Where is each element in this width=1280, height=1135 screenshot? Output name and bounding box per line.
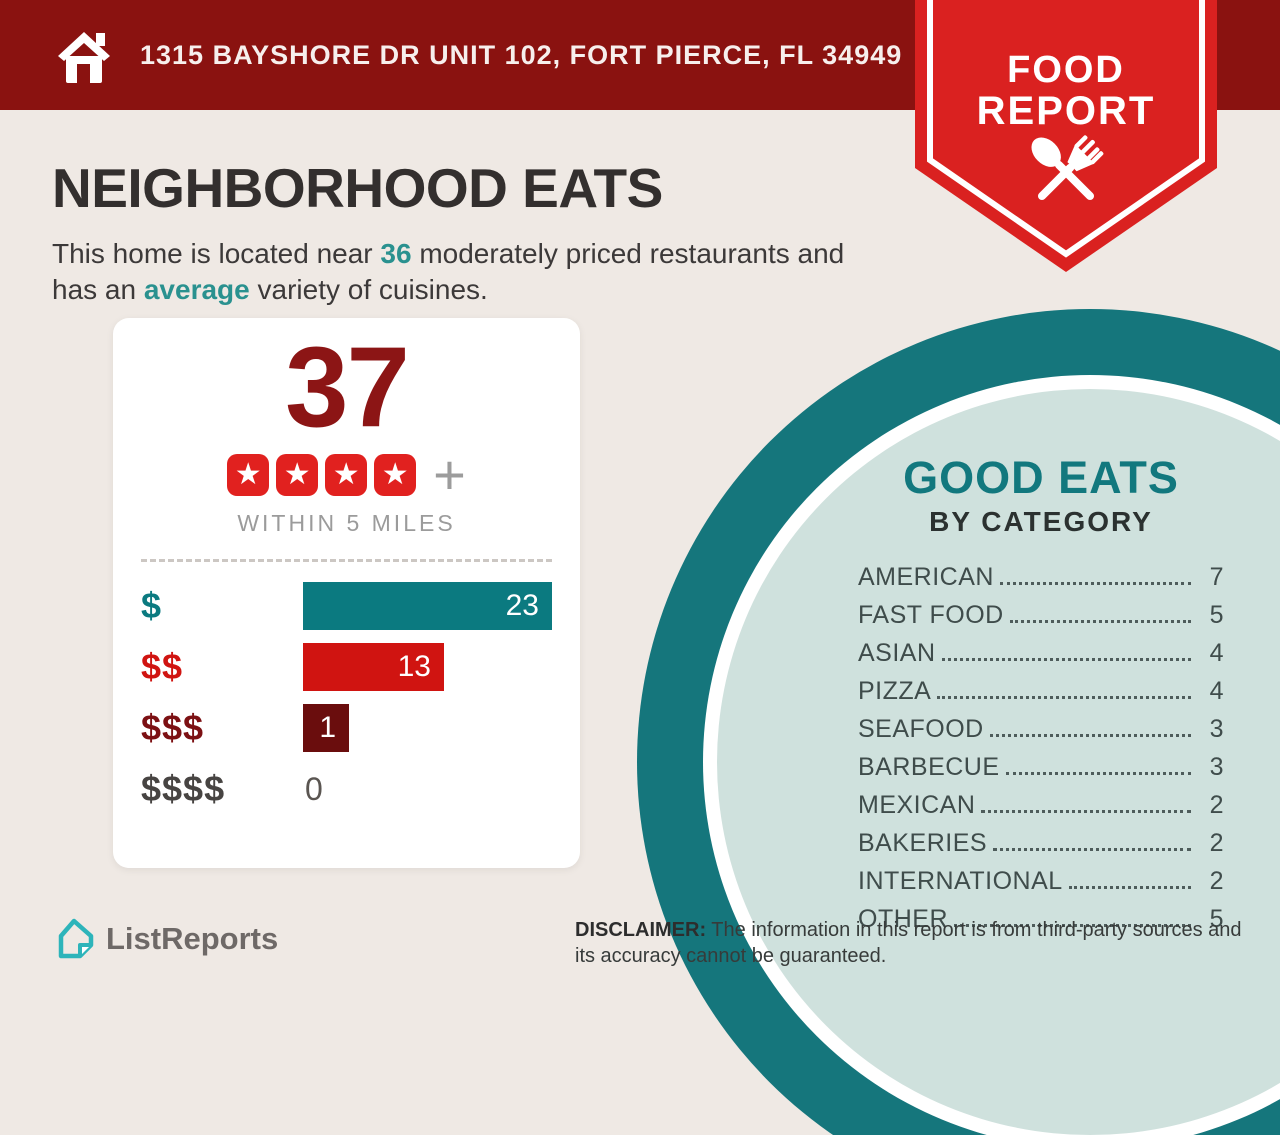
radius-label: WITHIN 5 MILES xyxy=(237,509,456,536)
star-icon: ★ xyxy=(276,453,319,496)
category-value: 4 xyxy=(1209,639,1224,667)
category-label: INTERNATIONAL xyxy=(858,867,1063,895)
price-level-label: $$$ xyxy=(141,706,205,748)
dotted-leader xyxy=(993,848,1191,851)
star-icon: ★ xyxy=(227,453,270,496)
category-value: 5 xyxy=(1209,905,1224,933)
price-level-label: $$$$ xyxy=(141,767,226,809)
dotted-leader xyxy=(1009,620,1191,623)
category-value: 2 xyxy=(1209,829,1224,857)
highlight-value: 36 xyxy=(380,238,412,269)
category-list: AMERICAN 7 FAST FOOD 5 ASIAN 4 PIZZA 4 SEAFOOD 3 B… xyxy=(858,563,1224,934)
dotted-leader xyxy=(954,924,1191,927)
dotted-leader xyxy=(989,734,1191,737)
brand-logo: ListReports xyxy=(52,916,278,962)
disclaimer-text: The information in this report is from t… xyxy=(575,919,1242,968)
category-row: BAKERIES 2 xyxy=(858,829,1224,858)
intro-text-segment: variety of cuisines. xyxy=(249,274,488,306)
category-row: AMERICAN 7 xyxy=(858,563,1224,592)
category-row: MEXICAN 2 xyxy=(858,791,1224,820)
plus-sign: + xyxy=(433,442,466,506)
intro-line1: This home is located near 36 moderately … xyxy=(52,238,844,269)
category-value: 4 xyxy=(1209,677,1224,705)
good-eats-title: GOOD EATS xyxy=(903,452,1179,503)
price-row: $$ 13 xyxy=(141,642,552,691)
category-row: ASIAN 4 xyxy=(858,639,1224,668)
star-icon: ★ xyxy=(325,453,368,496)
food-report-ribbon: FOOD REPORT xyxy=(915,0,1217,272)
category-value: 2 xyxy=(1209,867,1224,895)
category-value: 3 xyxy=(1209,715,1224,743)
price-bar-chart: $23 $$ 13 $$$ 1 $$$$ 0 xyxy=(113,581,580,813)
total-restaurants-count: 37 xyxy=(285,324,410,451)
price-zero-value: 0 xyxy=(305,770,323,807)
brand-name: ListReports xyxy=(106,921,279,956)
category-label: ASIAN xyxy=(858,639,936,667)
page-title: NEIGHBORHOOD EATS xyxy=(52,157,663,219)
price-row: $$$ 1 xyxy=(141,703,552,752)
crossed-spoon-fork-icon xyxy=(1031,135,1104,201)
highlight-value: average xyxy=(143,274,250,306)
category-row: BARBECUE 3 xyxy=(858,753,1224,782)
category-value: 5 xyxy=(1209,601,1224,629)
intro-text-segment: moderately priced restaurants and xyxy=(411,238,845,269)
star-icon: ★ xyxy=(374,453,417,496)
home-icon xyxy=(58,32,110,83)
disclaimer-label: DISCLAIMER: xyxy=(575,919,707,941)
dotted-leader xyxy=(999,582,1191,585)
price-level-label: $ xyxy=(141,584,163,626)
good-eats-section: GOOD EATS BY CATEGORY AMERICAN 7 FAST FOOD… xyxy=(858,452,1224,943)
category-label: MEXICAN xyxy=(858,791,976,819)
listreports-icon xyxy=(58,918,94,959)
category-label: OTHER xyxy=(858,905,948,933)
price-level-label: $$ xyxy=(141,645,184,687)
dotted-leader xyxy=(941,658,1191,661)
ribbon-line2: REPORT xyxy=(977,89,1156,133)
price-bar-track: 0 xyxy=(303,765,552,813)
ribbon-line1: FOOD xyxy=(1007,49,1125,91)
category-row: INTERNATIONAL 2 xyxy=(858,867,1224,896)
category-label: AMERICAN xyxy=(858,563,994,591)
dotted-leader xyxy=(1005,772,1191,775)
category-label: PIZZA xyxy=(858,677,932,705)
category-label: SEAFOOD xyxy=(858,715,984,743)
price-bar: 1 xyxy=(303,703,349,752)
dotted-leader xyxy=(937,696,1191,699)
category-row: FAST FOOD 5 xyxy=(858,601,1224,630)
category-label: FAST FOOD xyxy=(858,601,1004,629)
category-value: 3 xyxy=(1209,753,1224,781)
dotted-leader xyxy=(1068,886,1191,889)
price-bar: 23 xyxy=(303,581,552,630)
dotted-leader xyxy=(981,810,1191,813)
intro-text-segment: This home is located near xyxy=(52,238,381,269)
category-row: OTHER 5 xyxy=(858,905,1224,934)
property-address: 1315 BAYSHORE DR UNIT 102, FORT PIERCE, … xyxy=(140,39,903,70)
category-value: 7 xyxy=(1209,563,1224,591)
star-rating: ★ ★ ★ ★ + xyxy=(113,442,580,506)
category-row: SEAFOOD 3 xyxy=(858,715,1224,744)
price-bar: 13 xyxy=(303,642,444,691)
intro-section: NEIGHBORHOOD EATS This home is located n… xyxy=(52,156,892,309)
disclaimer: DISCLAIMER: The information in this repo… xyxy=(575,917,1243,970)
price-row: $23 xyxy=(141,581,552,630)
dashed-divider xyxy=(141,558,552,562)
intro-text: This home is located near 36 moderately … xyxy=(52,236,892,309)
category-label: BARBECUE xyxy=(858,753,1000,781)
price-bar-track: 23 xyxy=(303,581,552,630)
restaurant-stats-card: 37 ★ ★ ★ ★ + WITHIN 5 MILES $23 $$ 13 $$$ 1 $$$$ 0 xyxy=(113,318,580,868)
price-bar-track: 13 xyxy=(303,642,552,691)
category-row: PIZZA 4 xyxy=(858,677,1224,706)
intro-text-segment: has an xyxy=(52,274,144,306)
category-label: BAKERIES xyxy=(858,829,988,857)
category-value: 2 xyxy=(1209,791,1224,819)
price-bar-track: 1 xyxy=(303,703,552,752)
good-eats-subtitle: BY CATEGORY xyxy=(929,506,1153,537)
price-row: $$$$ 0 xyxy=(141,765,552,813)
intro-line2: has an average variety of cuisines. xyxy=(52,274,488,305)
